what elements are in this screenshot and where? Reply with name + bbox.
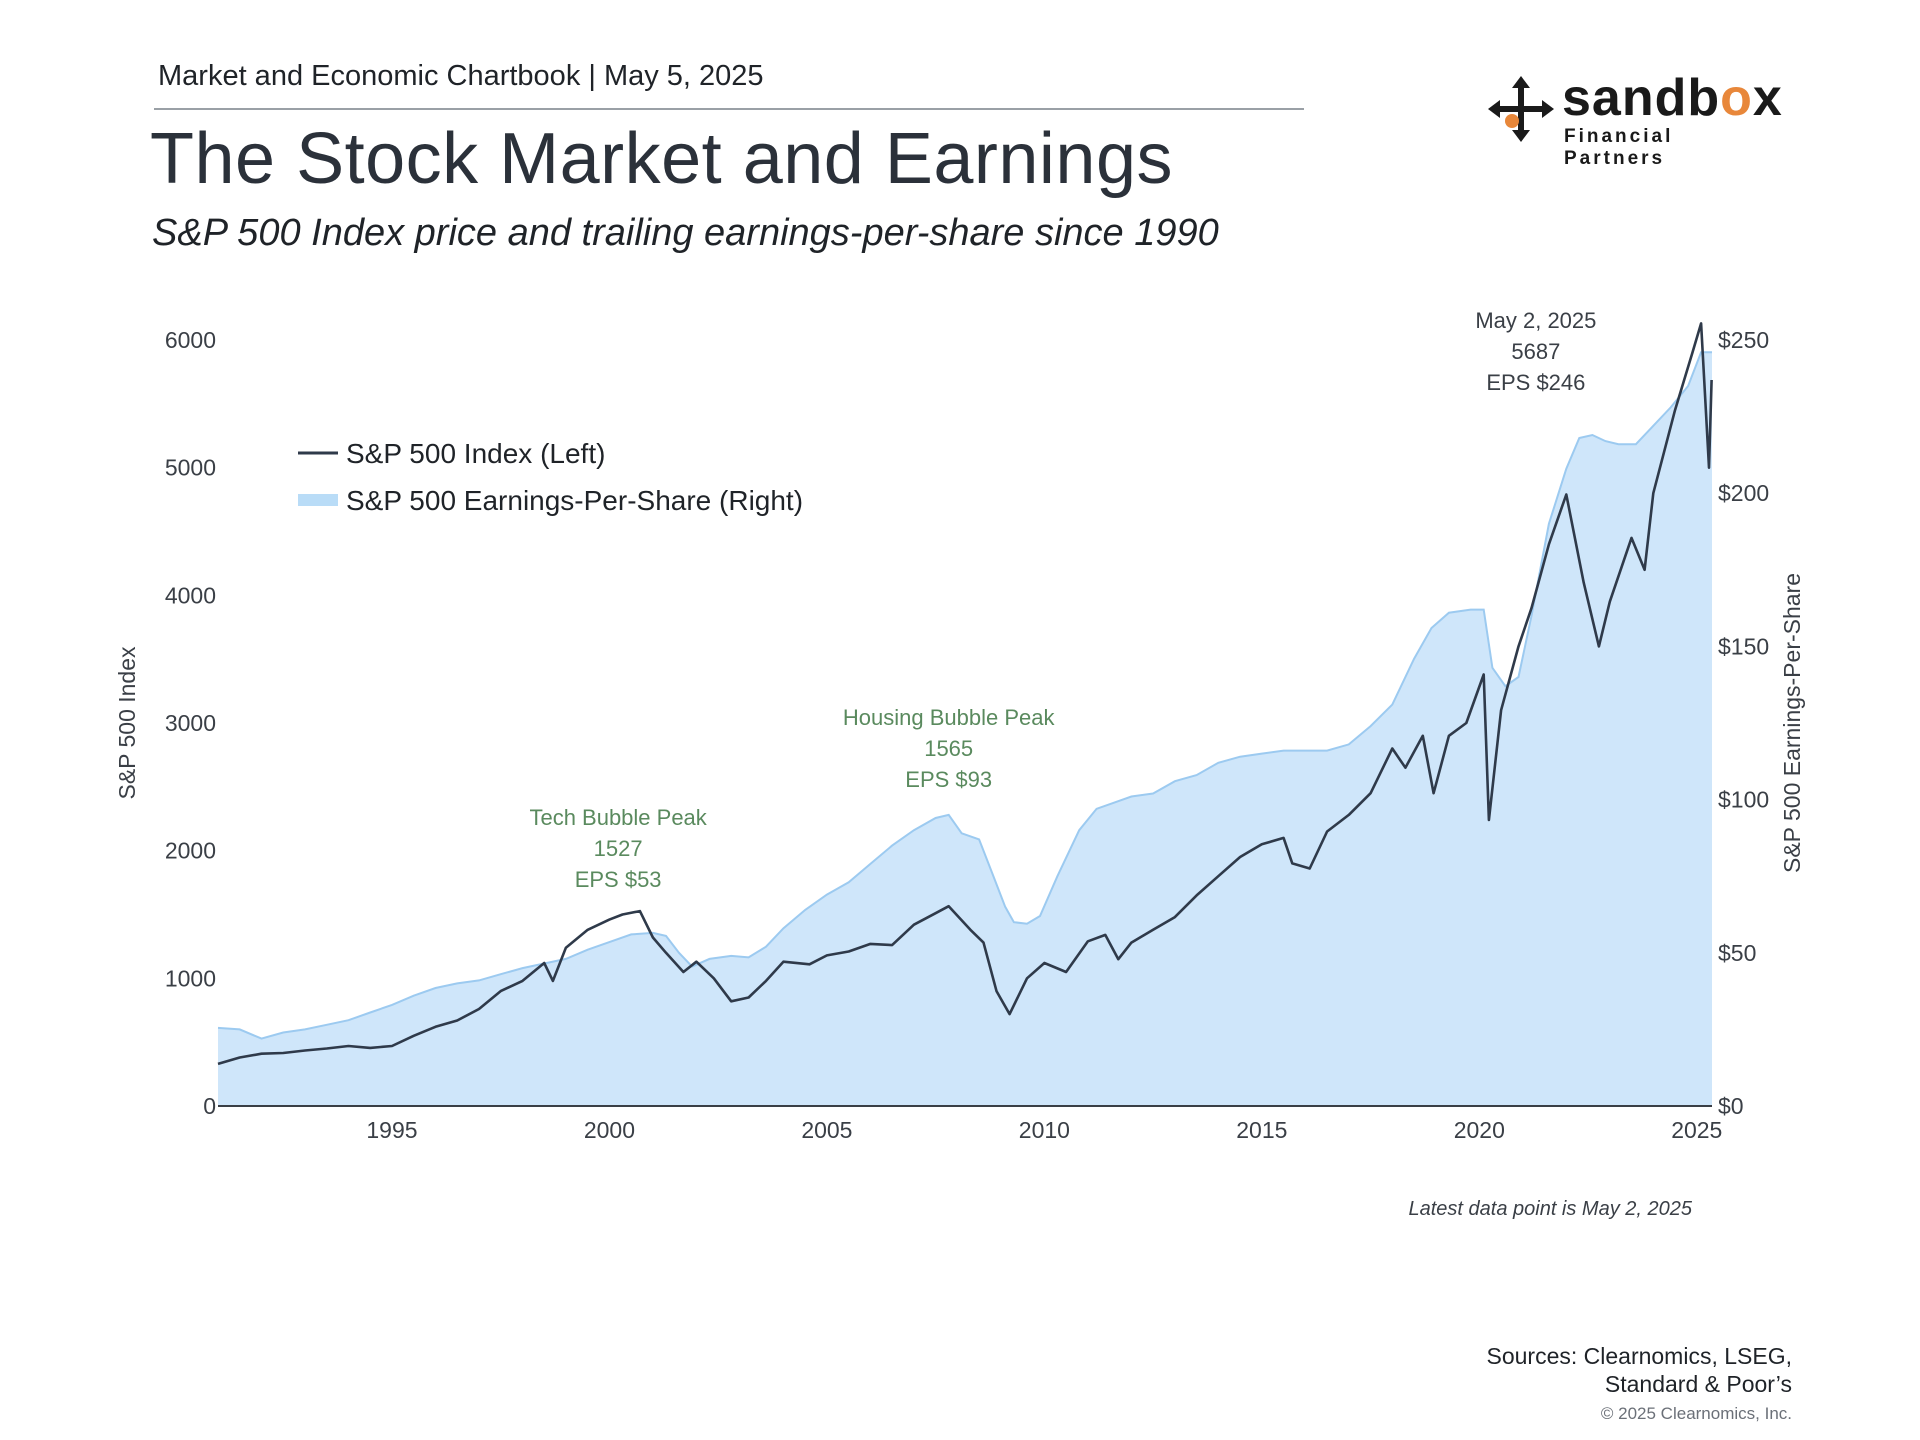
logo-wordmark: sandbox [1562,69,1783,127]
x-tick-label: 2000 [584,1117,635,1143]
y2-tick-label: $200 [1718,480,1769,506]
annotation-text: 1565 [924,736,973,761]
x-tick-label: 1995 [366,1117,417,1143]
annotation-text: Housing Bubble Peak [843,705,1056,730]
legend-swatch-eps [298,494,338,506]
sources-line-2: Standard & Poor’s [1604,1371,1792,1397]
y-tick-label: 6000 [165,327,216,353]
annotation-text: 1527 [594,836,643,861]
y-tick-label: 0 [203,1093,216,1119]
x-tick-label: 2005 [801,1117,852,1143]
y-tick-label: 2000 [165,838,216,864]
sandbox-logo: sandbox Financial Partners [1488,69,1782,169]
y-axis-title: S&P 500 Index [114,646,140,800]
y2-tick-label: $50 [1718,940,1756,966]
eps-edge-line [217,351,1712,1040]
x-tick-label: 2010 [1019,1117,1070,1143]
y2-tick-label: $100 [1718,787,1769,813]
y-tick-label: 4000 [165,582,216,608]
chartbook-header: Market and Economic Chartbook | May 5, 2… [158,60,764,92]
y-tick-label: 3000 [165,710,216,736]
latest-data-footnote: Latest data point is May 2, 2025 [1408,1198,1692,1220]
eps-area [218,352,1712,1106]
y-tick-label: 5000 [165,455,216,481]
y2-tick-label: $0 [1718,1093,1744,1119]
sources-line-1: Sources: Clearnomics, LSEG, [1486,1343,1792,1369]
logo-tagline: Financial Partners [1564,126,1674,169]
sp500-index-line [217,322,1713,1066]
y2-tick-label: $150 [1718,633,1769,659]
logo-arrows-icon [1488,76,1554,142]
y-tick-label: 1000 [165,965,216,991]
header-divider [154,108,1304,110]
copyright: © 2025 Clearnomics, Inc. [1600,1404,1792,1423]
y2-axis-title: S&P 500 Earnings-Per-Share [1779,573,1805,873]
annotation-text: Tech Bubble Peak [529,805,707,830]
x-tick-label: 2015 [1236,1117,1287,1143]
x-tick-label: 2025 [1671,1117,1722,1143]
x-tick-label: 2020 [1454,1117,1505,1143]
annotation-text: EPS $246 [1486,370,1585,395]
annotation-text: EPS $93 [905,767,992,792]
y2-tick-label: $250 [1718,327,1769,353]
page-subtitle: S&P 500 Index price and trailing earning… [152,212,1219,254]
page-title: The Stock Market and Earnings [150,119,1173,199]
annotation-text: 5687 [1511,339,1560,364]
sources-note: Sources: Clearnomics, LSEG, Standard & P… [1400,1342,1792,1398]
legend-label-eps: S&P 500 Earnings-Per-Share (Right) [346,485,803,516]
legend-label-index: S&P 500 Index (Left) [346,438,605,469]
annotation-text: EPS $53 [575,867,662,892]
annotation-text: May 2, 2025 [1475,308,1596,333]
